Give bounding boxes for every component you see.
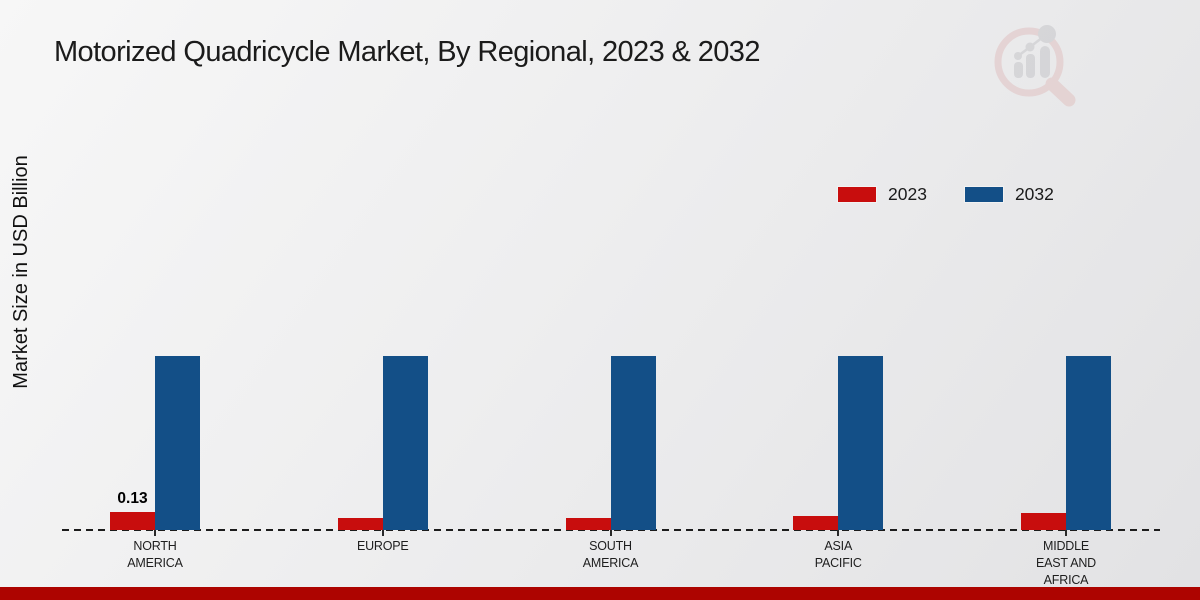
- bar-2023-middle-east-and-africa: [1021, 513, 1066, 530]
- bar-2032-middle-east-and-africa: [1066, 356, 1111, 530]
- bar-2023-europe: [337, 518, 383, 530]
- x-axis-tick: [1065, 530, 1067, 536]
- legend-label-2023: 2023: [888, 184, 927, 204]
- bar-2023-north-america: [110, 512, 155, 530]
- bar-2032-north-america: [155, 356, 200, 530]
- x-axis-category-label: SOUTH AMERICA: [582, 539, 639, 570]
- bar-2023-asia-pacific: [793, 516, 839, 530]
- x-axis-tick: [381, 530, 384, 536]
- x-axis-category-label: EUROPE: [356, 539, 409, 553]
- x-axis-tick: [609, 530, 612, 536]
- x-axis-category-label: MIDDLE EAST AND AFRICA: [1036, 539, 1096, 587]
- bar-2032-south-america: [610, 356, 656, 530]
- bar-2032-asia-pacific: [838, 356, 884, 530]
- legend-item-2032: 2032: [963, 184, 1054, 205]
- brand-watermark-logo: [985, 20, 1085, 120]
- x-axis-tick: [837, 530, 840, 536]
- magnifier-bar-chart-icon: [994, 25, 1076, 107]
- bar-2023-south-america: [565, 518, 611, 530]
- legend-label-2032: 2032: [1014, 184, 1054, 204]
- bar-value-label: 0.13: [117, 490, 148, 507]
- bar-2032-europe: [382, 356, 428, 530]
- bottom-accent-bar: [0, 587, 1200, 600]
- legend-swatch-2032: [963, 186, 1004, 203]
- chart-title: Motorized Quadricycle Market, By Regiona…: [54, 36, 760, 68]
- x-axis-tick: [154, 530, 156, 536]
- x-axis-category-label: NORTH AMERICA: [127, 539, 183, 570]
- legend: 2023 2032: [837, 184, 1054, 205]
- x-axis-category-label: ASIA PACIFIC: [814, 539, 862, 570]
- legend-item-2023: 2023: [837, 184, 927, 205]
- legend-swatch-2023: [837, 186, 877, 203]
